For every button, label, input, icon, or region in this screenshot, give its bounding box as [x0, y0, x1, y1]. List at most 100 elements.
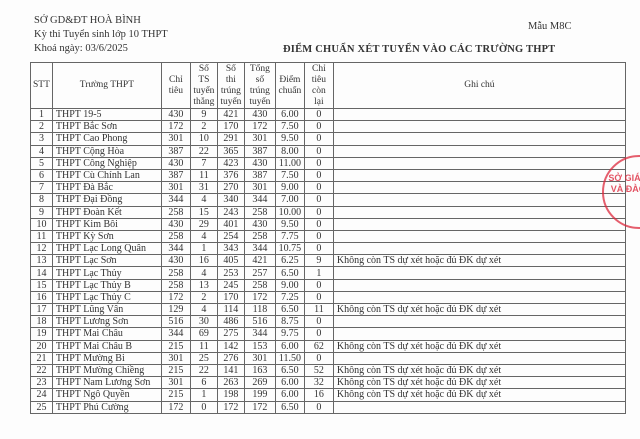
- table-cell: [332, 168, 626, 183]
- table-cell: 4: [30, 144, 53, 158]
- table-cell: [332, 242, 626, 256]
- table-cell: 275: [216, 327, 245, 341]
- table-cell: 258: [243, 278, 276, 292]
- table-cell: 2: [189, 120, 218, 134]
- table-row: 25 THPT Phú Cường 172 0 172 172 6.50 0: [30, 400, 626, 414]
- table-cell: 0: [303, 229, 334, 244]
- table-cell: 10: [30, 217, 53, 231]
- table-cell: 263: [216, 376, 245, 390]
- table-cell: [332, 181, 626, 195]
- table-cell: THPT Đoàn Kết: [51, 205, 162, 219]
- table-cell: 0: [303, 290, 334, 305]
- table-cell: 430: [160, 217, 191, 231]
- table-cell: 170: [216, 120, 245, 134]
- table-cell: Không còn TS dự xét hoặc đủ ĐK dự xét: [332, 363, 626, 378]
- table-cell: 276: [216, 351, 245, 365]
- table-cell: [332, 205, 626, 219]
- table-cell: 430: [243, 107, 276, 122]
- table-cell: 13: [30, 254, 53, 268]
- table-cell: 142: [216, 339, 245, 353]
- table-cell: 16: [189, 254, 218, 268]
- table-cell: [332, 278, 626, 292]
- table-cell: 516: [243, 315, 276, 329]
- table-row: 2 THPT Bắc Sơn 172 2 170 172 7.50 0: [30, 120, 626, 134]
- table-cell: 7.00: [274, 193, 305, 207]
- table-cell: 301: [243, 132, 276, 146]
- table-cell: [332, 120, 626, 134]
- table-cell: 52: [303, 363, 334, 378]
- table-row: 17 THPT Lũng Vân 129 4 114 118 6.50 11 Không còn…: [30, 302, 626, 317]
- table-cell: 0: [303, 156, 334, 170]
- table-cell: THPT Kỳ Sơn: [51, 229, 162, 244]
- table-cell: 198: [216, 388, 245, 402]
- table-cell: 118: [243, 302, 276, 317]
- table-cell: 9.00: [274, 278, 305, 292]
- table-cell: 32: [303, 376, 334, 390]
- table-row: 11 THPT Kỳ Sơn 258 4 254 258 7.75 0: [30, 229, 626, 244]
- table-cell: 0: [303, 181, 334, 195]
- table-cell: 0: [303, 351, 334, 365]
- table-cell: 9.50: [274, 132, 305, 146]
- table-cell: THPT Cộng Hòa: [51, 144, 162, 158]
- table-cell: 258: [160, 229, 191, 244]
- table-cell: 8.00: [274, 144, 305, 158]
- table-cell: THPT Lạc Long Quân: [51, 242, 162, 256]
- column-header: Điểm chuẩn: [274, 62, 305, 109]
- table-cell: 376: [216, 168, 245, 183]
- table-row: 22 THPT Mường Chiềng 215 22 141 163 6.50 52 Khôn…: [30, 363, 626, 378]
- table-cell: 7.75: [274, 229, 305, 244]
- table-cell: 245: [216, 278, 245, 292]
- table-cell: 9.00: [274, 181, 305, 195]
- exam-name: Kỳ thi Tuyển sinh lớp 10 THPT: [34, 29, 168, 40]
- table-cell: THPT Đà Bắc: [51, 181, 162, 195]
- table-cell: 344: [160, 242, 191, 256]
- table-cell: THPT Công Nghiệp: [51, 156, 162, 170]
- table-cell: 11: [303, 302, 334, 317]
- table-cell: 421: [243, 254, 276, 268]
- table-cell: 4: [189, 193, 218, 207]
- table-cell: 344: [160, 193, 191, 207]
- table-cell: 22: [30, 363, 53, 378]
- table-row: 23 THPT Nam Lương Sơn 301 6 263 269 6.00 32 Khôn…: [30, 376, 626, 390]
- table-cell: 387: [243, 144, 276, 158]
- table-cell: 344: [243, 327, 276, 341]
- table-cell: [332, 107, 626, 122]
- table-cell: Không còn TS dự xét hoặc đủ ĐK dự xét: [332, 339, 626, 353]
- table-cell: 6.25: [274, 254, 305, 268]
- table-cell: 11: [189, 168, 218, 183]
- table-cell: 1: [189, 242, 218, 256]
- table-row: 8 THPT Đại Đồng 344 4 340 344 7.00 0: [30, 193, 626, 207]
- table-header: STT Trường THPT Chỉ tiêu Số TS tuyển thẳng S…: [30, 62, 626, 109]
- table-cell: 344: [243, 242, 276, 256]
- table-cell: 486: [216, 315, 245, 329]
- table-cell: 0: [303, 132, 334, 146]
- table-cell: 9: [189, 107, 218, 122]
- table-cell: 199: [243, 388, 276, 402]
- table-cell: 22: [189, 363, 218, 378]
- table-cell: 6.50: [274, 400, 305, 414]
- table-cell: [332, 315, 626, 329]
- table-cell: 13: [189, 278, 218, 292]
- table-cell: 0: [303, 193, 334, 207]
- table-cell: 7.25: [274, 290, 305, 305]
- table-cell: 6: [30, 168, 53, 183]
- table-cell: 6.00: [274, 376, 305, 390]
- table-cell: 172: [243, 290, 276, 305]
- table-cell: 2: [30, 120, 53, 134]
- table-cell: [332, 400, 626, 414]
- table-row: 16 THPT Lạc Thủy C 172 2 170 172 7.25 0: [30, 290, 626, 305]
- table-cell: 16: [303, 388, 334, 402]
- table-cell: 141: [216, 363, 245, 378]
- table-row: 21 THPT Mường Bi 301 25 276 301 11.50 0: [30, 351, 626, 365]
- table-cell: 7: [30, 181, 53, 195]
- column-header: Tổng số trúng tuyển: [243, 62, 276, 109]
- table-cell: 0: [303, 327, 334, 341]
- table-cell: 253: [216, 266, 245, 280]
- table-row: 12 THPT Lạc Long Quân 344 1 343 344 10.75 0: [30, 242, 626, 256]
- table-cell: 153: [243, 339, 276, 353]
- table-cell: THPT Ngô Quyền: [51, 388, 162, 402]
- table-cell: 172: [160, 120, 191, 134]
- table-cell: THPT Lạc Sơn: [51, 254, 162, 268]
- stamp-text: SỞ GIÁO DỤC VÀ ĐÀO TẠO: [608, 173, 640, 194]
- table-cell: 4: [189, 266, 218, 280]
